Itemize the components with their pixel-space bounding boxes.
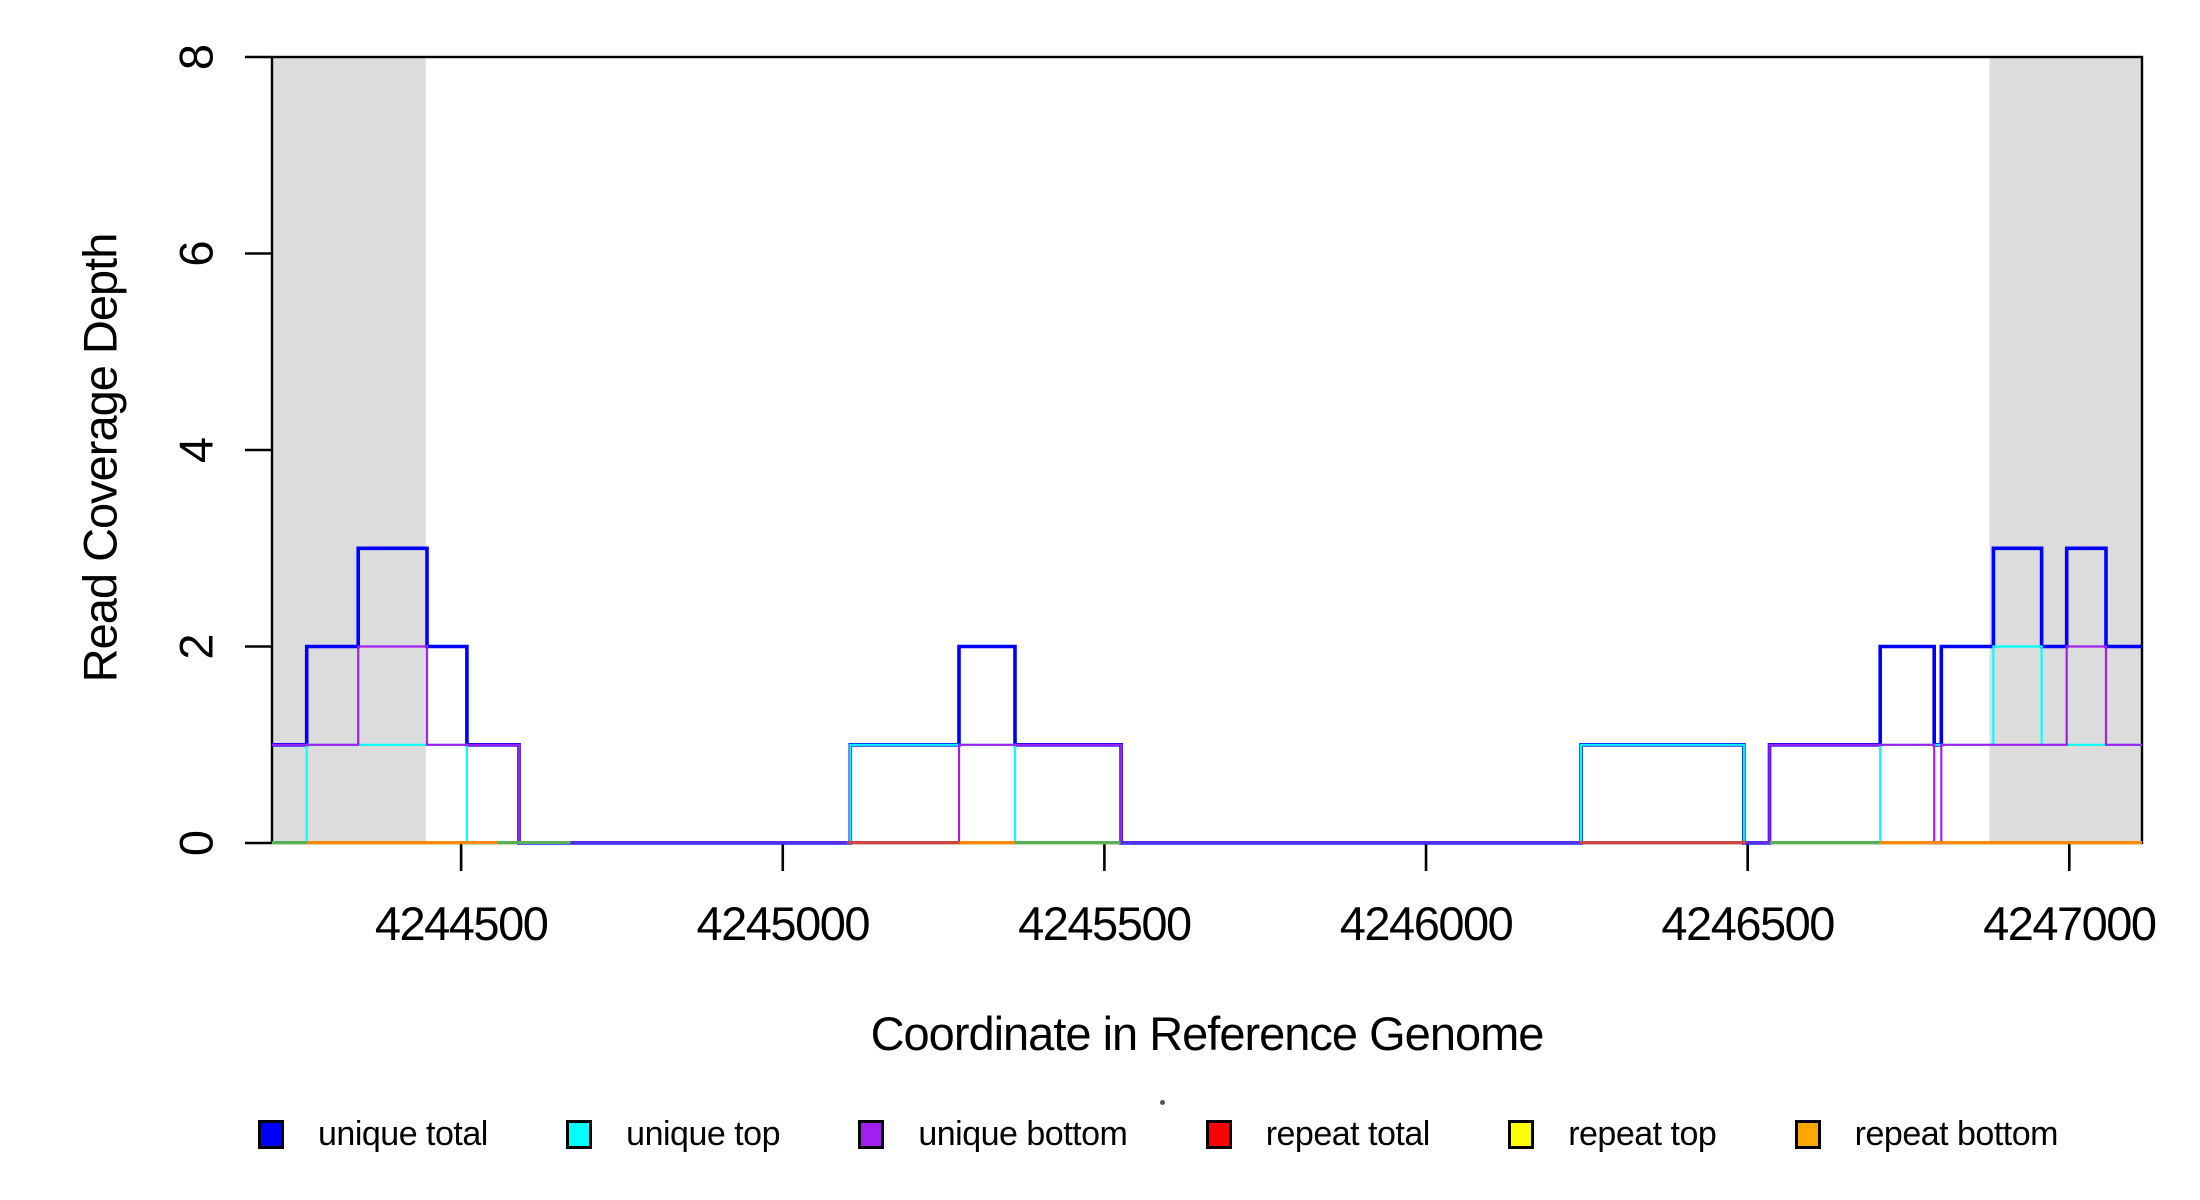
y-axis-title: Read Coverage Depth — [73, 233, 127, 683]
x-tick-label: 4245000 — [697, 897, 870, 950]
plot-border — [270, 55, 2144, 845]
legend-entry-repeat-top: repeat top — [1508, 1114, 1717, 1154]
legend-swatch-unique-bottom — [858, 1119, 885, 1149]
x-tick-label: 4247000 — [1983, 897, 2156, 950]
repeat-region-left — [272, 57, 426, 843]
y-tick-label: 4 — [170, 437, 223, 463]
legend: unique total unique top unique bottom repea… — [258, 1112, 2058, 1156]
legend-entry-repeat-total: repeat total — [1205, 1114, 1431, 1154]
series-unique-total — [272, 546, 2142, 845]
series-unique-bottom — [272, 645, 2142, 845]
legend-swatch-unique-total — [258, 1119, 284, 1149]
legend-entry-unique-top: unique top — [566, 1115, 780, 1154]
x-tick-label: 4245500 — [1018, 897, 1191, 950]
x-tick-label: 4244500 — [375, 897, 548, 950]
legend-swatch-repeat-total — [1205, 1119, 1232, 1149]
y-tick-label: 8 — [170, 44, 223, 70]
legend-entry-unique-total: unique total — [258, 1115, 488, 1154]
x-tick-label: 4246500 — [1661, 897, 1834, 950]
legend-entry-repeat-bottom: repeat bottom — [1794, 1114, 2059, 1154]
y-tick-label: 0 — [170, 830, 223, 856]
legend-swatch-unique-top — [566, 1119, 593, 1149]
legend-swatch-repeat-top — [1508, 1119, 1535, 1149]
legend-label: repeat bottom — [1854, 1114, 2059, 1153]
x-tick-label: 4246000 — [1340, 897, 1513, 950]
legend-swatch-repeat-bottom — [1794, 1119, 1821, 1149]
legend-label: unique top — [626, 1114, 780, 1153]
y-tick-label: 2 — [170, 633, 223, 659]
legend-label: repeat top — [1568, 1114, 1717, 1153]
legend-label: unique bottom — [918, 1114, 1128, 1153]
y-tick-label: 6 — [170, 240, 223, 266]
legend-label: repeat total — [1265, 1114, 1431, 1153]
x-axis-title: Coordinate in Reference Genome — [870, 1007, 1545, 1060]
legend-label: unique total — [318, 1114, 488, 1153]
legend-entry-unique-bottom: unique bottom — [858, 1114, 1128, 1154]
speck-artifact — [1160, 1100, 1165, 1105]
series-unique-top — [272, 645, 2142, 845]
